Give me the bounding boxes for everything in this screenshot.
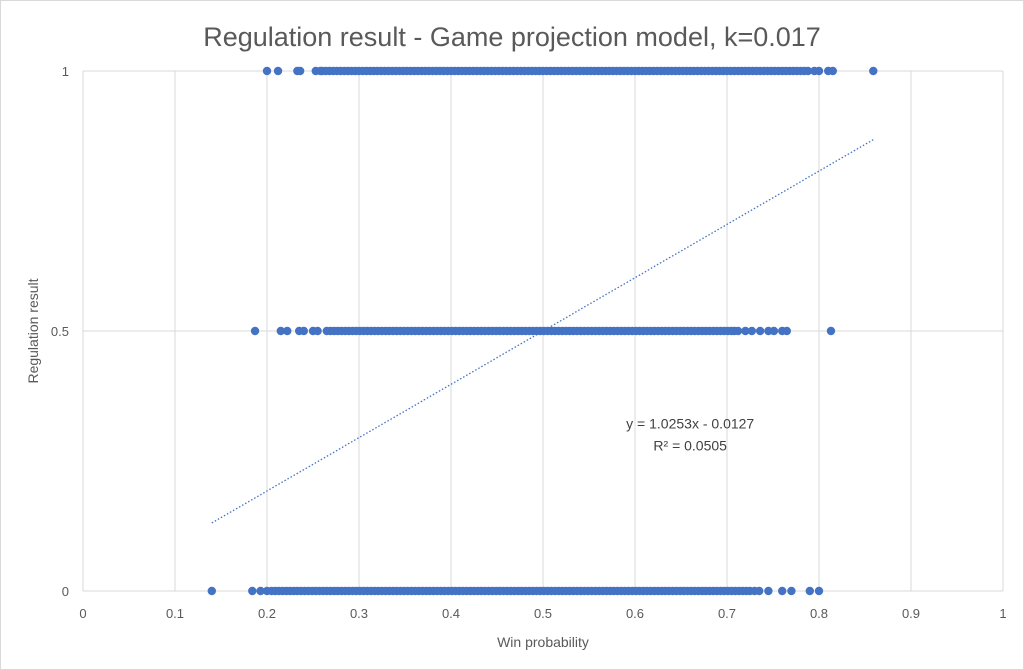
x-tick-label: 0.8 (810, 606, 828, 621)
data-point (778, 586, 787, 596)
y-tick-label: 1 (62, 64, 69, 79)
data-point (755, 326, 765, 336)
data-point (273, 66, 283, 76)
x-tick-label: 0.7 (718, 606, 736, 621)
trendline-r2: R² = 0.0505 (653, 438, 727, 454)
data-point (869, 66, 878, 76)
x-tick-label: 0.9 (902, 606, 920, 621)
data-point (256, 586, 265, 596)
data-point (764, 586, 773, 596)
chart-title: Regulation result - Game projection mode… (203, 22, 821, 52)
data-point (207, 586, 216, 596)
x-tick-labels: 0 0.1 0.2 0.3 0.4 0.5 0.6 0.7 0.8 0.9 1 (79, 606, 1006, 621)
data-point (283, 326, 292, 336)
data-point (262, 66, 272, 76)
y-tick-labels: 00.51 (51, 64, 69, 599)
data-point (826, 326, 836, 336)
x-tick-label: 0.3 (350, 606, 368, 621)
data-point (803, 66, 813, 76)
x-axis-label: Win probability (497, 634, 589, 650)
data-point (313, 326, 322, 336)
x-tick-label: 0.2 (258, 606, 276, 621)
data-point (814, 586, 824, 596)
data-point (769, 326, 779, 336)
x-tick-label: 1 (999, 606, 1006, 621)
data-point (276, 326, 285, 336)
trendline (211, 138, 875, 524)
gridlines (82, 70, 1004, 592)
data-point (755, 586, 764, 596)
data-point (248, 586, 257, 596)
y-tick-label: 0.5 (51, 324, 69, 339)
y-axis-label: Regulation result (25, 278, 41, 383)
y-tick-label: 0 (62, 584, 69, 599)
data-point (828, 66, 837, 76)
data-point (250, 326, 260, 336)
data-point (733, 326, 743, 336)
data-point (782, 326, 791, 336)
data-point (814, 66, 824, 76)
data-point (787, 586, 796, 596)
data-point (805, 586, 814, 596)
data-points (207, 66, 878, 596)
data-point (747, 326, 757, 336)
data-point (745, 586, 755, 596)
x-tick-label: 0.5 (534, 606, 552, 621)
x-tick-label: 0.4 (442, 606, 460, 621)
x-tick-label: 0.1 (166, 606, 184, 621)
data-point (727, 326, 736, 336)
data-point (299, 326, 308, 336)
data-point (295, 66, 305, 76)
data-point (741, 326, 750, 336)
x-tick-label: 0.6 (626, 606, 644, 621)
x-tick-label: 0 (79, 606, 86, 621)
trendline-equation: y = 1.0253x - 0.0127 (626, 416, 754, 432)
